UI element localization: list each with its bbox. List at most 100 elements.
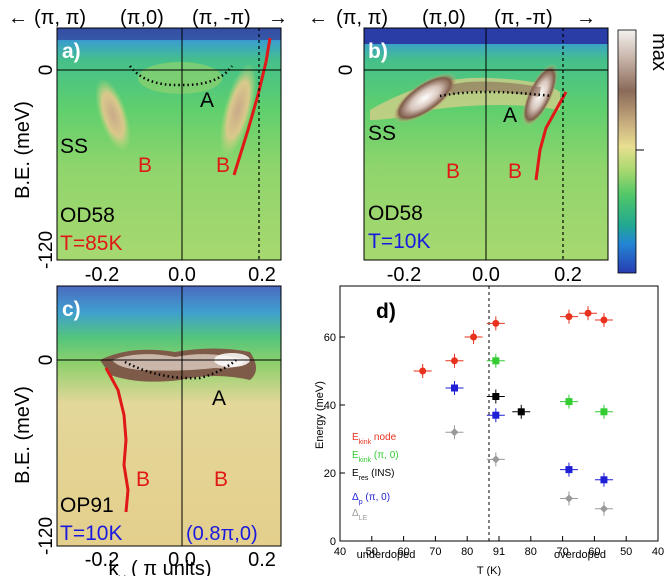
y-tick-0: 0 <box>336 65 357 76</box>
x-tick-label: 80 <box>461 546 473 558</box>
region-label-overdoped: overdoped <box>554 549 606 561</box>
k-label-pi-pi: (π, π) <box>336 7 388 29</box>
x-tick-label: 70 <box>429 546 441 558</box>
x-axis-label: T (K) <box>477 565 501 576</box>
y-tick-label: 60 <box>324 332 336 344</box>
k-label-pi-pi: (π, π) <box>34 7 86 29</box>
x-tick-pos: 0.2 <box>248 549 276 571</box>
data-point <box>517 408 525 416</box>
label-B-left: B <box>138 154 152 177</box>
data-point <box>600 476 608 484</box>
label-A: A <box>212 387 226 410</box>
x-tick-neg: -0.2 <box>85 264 119 286</box>
k-label-pi-0: (π,0) <box>422 7 466 29</box>
k-label-pi-minus-pi: (π, -π) <box>494 7 553 29</box>
data-point <box>450 384 458 392</box>
label-SS: SS <box>368 122 396 145</box>
data-point <box>492 411 500 419</box>
header-panel-a: ← (π, π) (π,0) (π, -π) → <box>8 7 288 29</box>
panel-b: b) A SS B B OD58 T=10K <box>363 27 609 261</box>
data-point <box>492 319 500 327</box>
y-axis-label: Energy (meV) <box>314 381 326 449</box>
x-ticks: 40 50 60 70 80 91 80 70 60 50 40 <box>334 536 664 558</box>
x-tick-label: 50 <box>620 546 632 558</box>
panel-a-axes: 0 -120 B.E. (meV) -0.2 0.0 0.2 <box>12 65 276 286</box>
colorbar: max min <box>617 29 665 274</box>
data-point <box>450 428 459 437</box>
temperature-label: T=85K <box>60 232 122 255</box>
y-tick-120: -120 <box>36 231 57 269</box>
y-tick-label: 20 <box>324 468 336 480</box>
x-tick-label: 70 <box>556 546 568 558</box>
q-vector-label: (0.8π,0) <box>186 523 258 545</box>
sample-label: OD58 <box>60 204 115 227</box>
panel-b-axes: 0 -0.2 0.0 0.2 <box>336 65 582 286</box>
temperature-label: T=10K <box>368 230 430 253</box>
data-point <box>565 466 573 474</box>
x-tick-neg: -0.2 <box>85 549 119 571</box>
colorbar-max-label: max <box>648 33 665 71</box>
data-point <box>600 408 608 416</box>
label-B-right: B <box>216 154 230 177</box>
data-points <box>413 306 613 516</box>
label-A: A <box>503 104 517 127</box>
data-point <box>564 494 573 503</box>
data-point <box>565 313 573 321</box>
right-arrow-icon: → <box>576 7 596 29</box>
y-tick-label: 0 <box>330 536 336 548</box>
y-ticks: 0 20 40 60 <box>324 332 345 548</box>
data-point <box>419 367 427 375</box>
label-B-left: B <box>446 160 460 183</box>
x-tick-label: 60 <box>397 546 409 558</box>
y-axis-label: B.E. (meV) <box>12 386 34 484</box>
label-B-left: B <box>136 468 150 491</box>
panel-tag: c) <box>62 298 81 321</box>
x-tick-label: 60 <box>588 546 600 558</box>
temperature-label: T=10K <box>60 522 122 545</box>
label-B-right: B <box>508 160 522 183</box>
sample-label: OD58 <box>368 202 423 225</box>
panel-d-chart: d) Energy (meV) underdoped overdoped T (… <box>314 285 664 576</box>
left-arrow-icon: ← <box>308 7 328 29</box>
data-point <box>450 357 458 365</box>
data-point <box>491 455 500 464</box>
label-SS: SS <box>60 135 88 158</box>
k-label-pi-0: (π,0) <box>120 7 164 29</box>
sample-label: OP91 <box>60 494 114 517</box>
data-point <box>584 309 592 317</box>
x-tick-zero: 0.0 <box>168 264 196 286</box>
x-tick-label: 91 <box>493 546 505 558</box>
data-point <box>600 316 608 324</box>
data-point <box>492 357 500 365</box>
y-tick-0: 0 <box>36 355 57 366</box>
panel-c: c) A B B OP91 T=10K (0.8π,0) <box>56 285 282 547</box>
x-tick-neg: -0.2 <box>387 264 421 286</box>
x-tick-pos: 0.2 <box>248 264 276 286</box>
y-tick-0: 0 <box>36 65 57 76</box>
region-label-underdoped: underdoped <box>357 549 416 561</box>
x-tick-zero: 0.0 <box>168 549 196 571</box>
x-tick-zero: 0.0 <box>472 264 500 286</box>
x-axis-label: ky ( π units) <box>108 558 211 576</box>
x-tick-pos: 0.2 <box>554 264 582 286</box>
y-tick-120: -120 <box>36 517 57 555</box>
data-point <box>470 333 478 341</box>
k-label-pi-minus-pi: (π, -π) <box>192 7 251 29</box>
label-A: A <box>200 89 214 112</box>
panel-tag: d) <box>376 300 396 323</box>
left-arrow-icon: ← <box>8 7 28 29</box>
data-point <box>565 398 573 406</box>
y-tick-label: 40 <box>324 400 336 412</box>
header-panel-b: ← (π, π) (π,0) (π, -π) → <box>308 7 596 29</box>
x-tick-label: 80 <box>525 546 537 558</box>
data-point <box>599 504 608 513</box>
x-tick-label: 40 <box>652 546 664 558</box>
panel-tag: a) <box>62 40 81 63</box>
panel-tag: b) <box>368 40 388 63</box>
data-point <box>492 393 500 400</box>
panel-a: a) A SS B B OD58 T=85K <box>56 27 282 261</box>
x-tick-label: 50 <box>366 546 378 558</box>
panel-c-axes: 0 -120 B.E. (meV) -0.2 0.0 0.2 ky ( π un… <box>12 355 276 576</box>
right-arrow-icon: → <box>268 7 288 29</box>
